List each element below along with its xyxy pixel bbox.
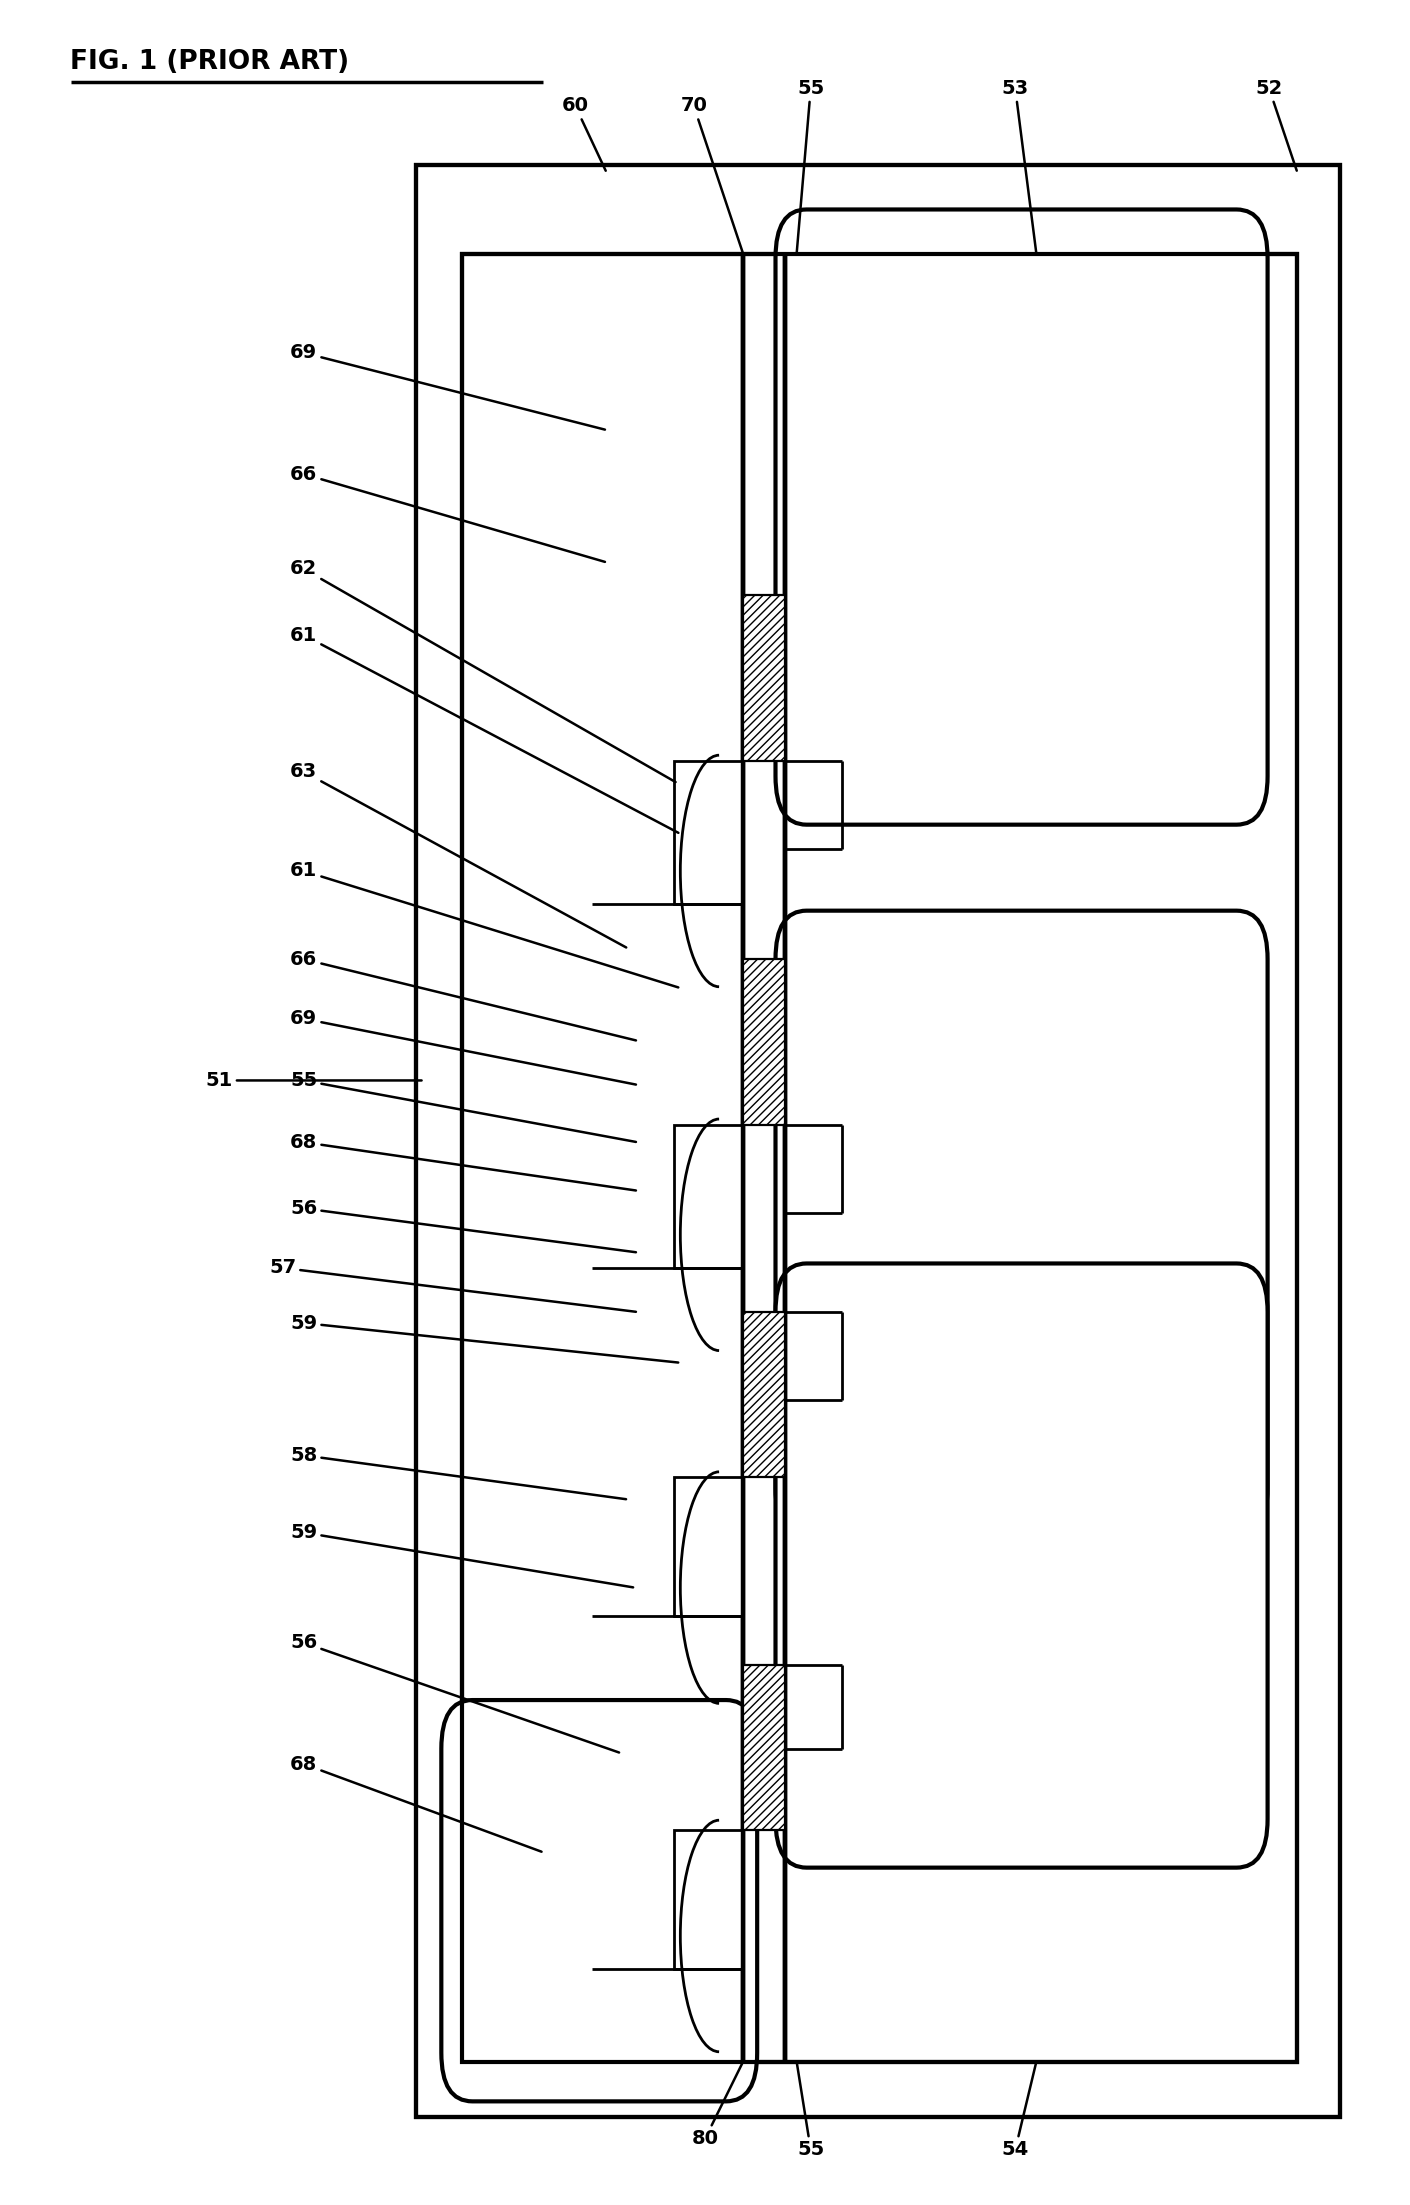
Bar: [743, 595, 785, 761]
Text: 61: 61: [290, 626, 678, 833]
Text: 68: 68: [290, 1755, 541, 1852]
Text: 68: 68: [290, 1133, 636, 1191]
Bar: [743, 1312, 785, 1477]
Text: 63: 63: [290, 763, 626, 948]
Bar: [743, 959, 785, 1125]
Bar: [416, 165, 1340, 2117]
Bar: [416, 165, 1340, 2117]
Text: 53: 53: [1001, 79, 1036, 251]
Text: 56: 56: [290, 1634, 619, 1753]
Text: 52: 52: [1255, 79, 1297, 170]
Text: 80: 80: [691, 2064, 743, 2148]
Bar: [674, 1125, 743, 1268]
Bar: [674, 1830, 743, 1969]
Text: 66: 66: [290, 465, 605, 562]
FancyBboxPatch shape: [776, 1263, 1268, 1868]
Text: 58: 58: [290, 1446, 626, 1499]
Text: 70: 70: [680, 97, 743, 251]
Text: FIG. 1 (PRIOR ART): FIG. 1 (PRIOR ART): [70, 49, 350, 75]
Text: 69: 69: [290, 1010, 636, 1085]
Text: 55: 55: [797, 79, 825, 251]
Text: 55: 55: [797, 2064, 825, 2159]
Text: 59: 59: [290, 1524, 633, 1588]
Text: 60: 60: [561, 97, 606, 170]
Text: 54: 54: [1001, 2064, 1036, 2159]
Text: 61: 61: [290, 862, 678, 988]
Text: 57: 57: [269, 1259, 636, 1312]
Bar: [674, 761, 743, 904]
Text: 69: 69: [290, 344, 605, 430]
Bar: [462, 254, 1297, 2062]
Text: 51: 51: [206, 1072, 422, 1089]
Text: 55: 55: [290, 1072, 636, 1142]
FancyBboxPatch shape: [776, 911, 1268, 1537]
FancyBboxPatch shape: [441, 1700, 757, 2101]
Text: 66: 66: [290, 950, 636, 1041]
Bar: [674, 1477, 743, 1616]
Text: 56: 56: [290, 1200, 636, 1252]
Text: 62: 62: [290, 560, 675, 783]
Bar: [743, 1665, 785, 1830]
Text: 59: 59: [290, 1314, 678, 1363]
FancyBboxPatch shape: [776, 209, 1268, 825]
Bar: [462, 254, 1297, 2062]
